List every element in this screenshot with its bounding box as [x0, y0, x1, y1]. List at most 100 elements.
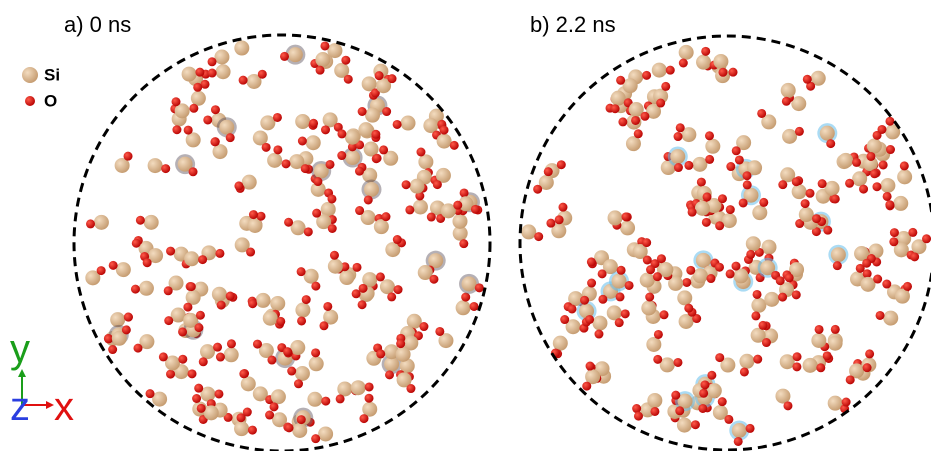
o-atom [393, 235, 402, 244]
o-atom [688, 208, 697, 217]
o-atom [316, 66, 325, 75]
o-atom [273, 113, 282, 122]
o-atom [699, 389, 708, 398]
o-atom [718, 397, 727, 406]
o-atom [631, 116, 640, 125]
o-atom [192, 394, 201, 403]
o-atom [656, 99, 665, 108]
o-atom [297, 415, 306, 424]
si-atom [263, 311, 278, 326]
si-atom [219, 120, 234, 135]
o-atom [321, 125, 330, 134]
o-atom [735, 155, 744, 164]
o-atom [197, 404, 206, 413]
o-atom [879, 160, 888, 169]
o-atom [611, 104, 620, 113]
o-atom [394, 285, 403, 294]
si-atom [775, 389, 790, 404]
o-atom [309, 119, 318, 128]
o-atom [877, 125, 886, 134]
o-atom [294, 379, 303, 388]
si-atom [364, 182, 379, 197]
o-atom [358, 107, 367, 116]
o-atom [311, 348, 320, 357]
si-atom [670, 149, 685, 164]
o-atom [416, 147, 425, 156]
o-atom [757, 109, 766, 118]
o-atom [587, 257, 596, 266]
axis-label: z [10, 385, 30, 429]
si-atom [271, 389, 286, 404]
o-atom [697, 178, 706, 187]
si-atom [200, 344, 215, 359]
si-atom [437, 134, 452, 149]
o-atom [823, 351, 832, 360]
si-atom [626, 136, 641, 151]
o-atom [194, 384, 203, 393]
o-atom [801, 199, 810, 208]
o-atom [815, 325, 824, 334]
si-atom [182, 67, 197, 82]
o-atom [131, 285, 140, 294]
si-atom [732, 423, 747, 438]
si-atom [456, 300, 471, 315]
o-atom [823, 226, 832, 235]
o-atom [341, 56, 350, 65]
o-atom [297, 267, 306, 276]
o-atom [323, 302, 332, 311]
si-atom [396, 347, 411, 362]
o-atom [615, 318, 624, 327]
o-atom [653, 272, 662, 281]
o-atom [393, 120, 402, 129]
o-atom [751, 311, 760, 320]
o-atom [450, 141, 459, 150]
o-atom [833, 261, 842, 270]
si-atom [351, 380, 366, 395]
o-atom [675, 406, 684, 415]
o-atom [164, 316, 173, 325]
o-atom [312, 209, 321, 218]
o-atom [375, 71, 384, 80]
o-atom [818, 179, 827, 188]
o-atom [660, 310, 669, 319]
si-atom [292, 423, 307, 438]
o-atom [262, 143, 271, 152]
o-atom [673, 358, 682, 367]
o-atom [330, 251, 339, 260]
o-atom [654, 330, 663, 339]
o-atom [298, 137, 307, 146]
o-atom [646, 265, 655, 274]
o-atom [785, 273, 794, 282]
si-atom [116, 262, 131, 277]
o-atom [625, 281, 634, 290]
o-atom [239, 369, 248, 378]
panel-title: a) 0 ns [64, 12, 131, 37]
o-atom [203, 115, 212, 124]
o-atom [419, 322, 428, 331]
o-atom [533, 185, 542, 194]
o-atom [355, 206, 364, 215]
o-atom [337, 129, 346, 138]
o-atom [199, 357, 208, 366]
o-atom [136, 216, 145, 225]
o-atom [287, 367, 296, 376]
si-atom [828, 336, 843, 351]
si-atom [212, 287, 227, 302]
o-atom [429, 275, 438, 284]
si-atom [365, 108, 380, 123]
o-atom [453, 201, 462, 210]
o-atom [193, 83, 202, 92]
si-atom [315, 52, 330, 67]
o-atom [661, 82, 670, 91]
si-atom [148, 158, 163, 173]
si-atom [553, 336, 568, 351]
o-atom [285, 423, 294, 432]
o-atom [311, 434, 320, 443]
si-atom [640, 273, 655, 288]
o-atom [109, 261, 118, 270]
si-atom [380, 279, 395, 294]
o-atom [344, 75, 353, 84]
si-atom [204, 405, 219, 420]
o-atom [327, 194, 336, 203]
si-atom [270, 296, 285, 311]
